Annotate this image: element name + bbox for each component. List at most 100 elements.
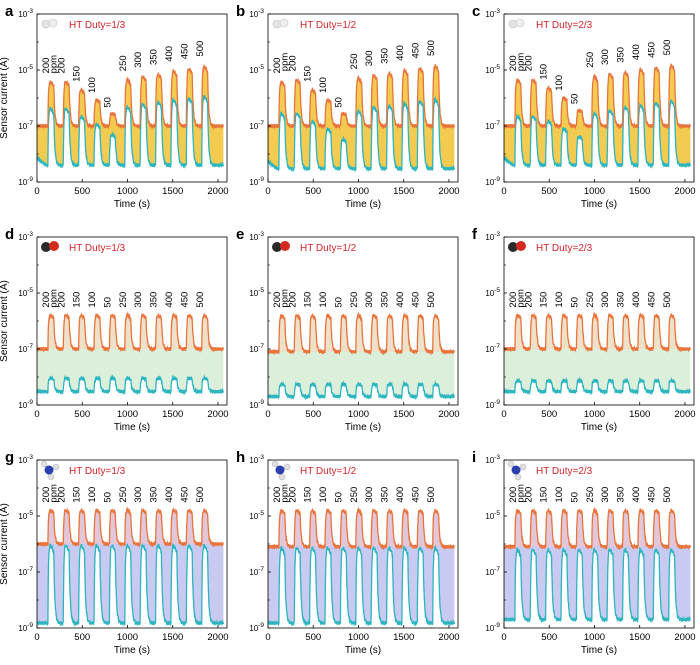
- panel-letter: c: [472, 3, 480, 20]
- conc-label: 450: [179, 487, 190, 503]
- conc-label: 200: [508, 292, 519, 308]
- conc-label: 150: [539, 292, 550, 308]
- conc-label: 100: [87, 77, 98, 93]
- conc-label: 350: [616, 47, 627, 63]
- conc-label: 500: [662, 40, 673, 56]
- y-tick-label: 10-5: [249, 510, 264, 521]
- x-tick-label: 500: [541, 632, 557, 643]
- x-tick-label: 1500: [629, 632, 650, 643]
- conc-label: 350: [616, 487, 627, 503]
- panel-e: e 0 500 1000 1500 2000 Time (s) 10-3 10-5 10-7 10-…: [236, 226, 460, 433]
- conc-label: 500: [662, 487, 673, 503]
- y-tick-label: 10-7: [249, 343, 264, 354]
- conc-label: 450: [646, 487, 657, 503]
- ppm-unit-label: ppm: [48, 55, 59, 74]
- conc-label: 250: [349, 53, 360, 69]
- x-tick-label: 500: [305, 409, 321, 420]
- y-tick-label: 10-3: [249, 8, 264, 19]
- conc-label: 200: [41, 487, 52, 503]
- conc-label: 400: [395, 45, 406, 61]
- x-tick-label: 1500: [629, 409, 650, 420]
- x-tick-label: 1500: [393, 186, 414, 197]
- conc-label: 50: [333, 492, 344, 503]
- x-tick-label: 1000: [584, 186, 605, 197]
- conc-label: 200: [272, 487, 283, 503]
- y-tick-label: 10-9: [249, 622, 264, 633]
- duty-label: HT Duty=1/3: [69, 243, 126, 254]
- series-cyan: [267, 544, 456, 627]
- duty-label: HT Duty=1/3: [69, 20, 126, 31]
- y-tick-label: 10-9: [485, 176, 500, 187]
- conc-label: 200: [523, 55, 534, 71]
- conc-label: 100: [554, 75, 565, 91]
- conc-label: 150: [303, 487, 314, 503]
- panel-letter: e: [236, 226, 244, 243]
- conc-label: 350: [380, 487, 391, 503]
- conc-label: 200: [272, 292, 283, 308]
- duty-label: HT Duty=2/3: [536, 20, 593, 31]
- conc-label: 200: [523, 487, 534, 503]
- x-tick-label: 1500: [162, 186, 183, 197]
- y-tick-label: 10-9: [485, 399, 500, 410]
- y-tick-label: 10-3: [18, 8, 33, 19]
- y-tick-label: 10-9: [18, 622, 33, 633]
- x-tick-label: 2000: [207, 632, 228, 643]
- x-tick-label: 500: [541, 409, 557, 420]
- x-tick-label: 1000: [584, 632, 605, 643]
- ppm-unit-label: ppm: [48, 289, 59, 308]
- y-tick-label: 10-7: [249, 566, 264, 577]
- conc-label: 500: [426, 40, 437, 56]
- conc-label: 50: [569, 297, 580, 308]
- o2-icon: [41, 241, 59, 252]
- conc-label: 250: [585, 52, 596, 68]
- nh3-icon: [40, 460, 60, 481]
- h2-icon: [508, 18, 525, 29]
- conc-label: 450: [410, 43, 421, 59]
- conc-label: 250: [349, 292, 360, 308]
- conc-label: 300: [600, 292, 611, 308]
- series-orange: [503, 63, 691, 130]
- x-tick-label: 1000: [117, 409, 138, 420]
- panel-h: h 0 500 1000 1500 2000 Time (s) 10-3 10-5 10-7 10-…: [236, 449, 460, 656]
- conc-label: 50: [102, 492, 113, 503]
- conc-label: 350: [149, 292, 160, 308]
- x-tick-label: 1500: [393, 632, 414, 643]
- series-orange: [36, 506, 224, 548]
- conc-label: 50: [569, 94, 580, 105]
- x-tick-label: 500: [305, 632, 321, 643]
- y-tick-label: 10-9: [18, 176, 33, 187]
- x-axis-title: Time (s): [114, 645, 150, 656]
- h2-icon: [272, 18, 289, 29]
- x-tick-label: 0: [34, 632, 39, 643]
- series-orange: [36, 311, 224, 353]
- y-tick-label: 10-3: [18, 454, 33, 465]
- conc-label: 450: [179, 292, 190, 308]
- conc-label: 150: [539, 487, 550, 503]
- conc-label: 400: [631, 487, 642, 503]
- x-tick-label: 2000: [674, 409, 695, 420]
- y-tick-label: 10-5: [249, 287, 264, 298]
- conc-label: 200: [508, 487, 519, 503]
- y-tick-label: 10-9: [18, 399, 33, 410]
- panel-a: a 0 500 1000 1500 2000 Time (s) 10-3 10-5 10-7 10-…: [0, 3, 229, 210]
- conc-label: 350: [149, 487, 160, 503]
- x-tick-label: 1000: [584, 409, 605, 420]
- conc-label: 100: [554, 487, 565, 503]
- series-orange: [267, 64, 455, 130]
- x-axis-title: Time (s): [581, 645, 617, 656]
- y-tick-label: 10-3: [249, 454, 264, 465]
- panel-c: c 0 500 1000 1500 2000 Time (s) 10-3 10-5 10-7 10-…: [472, 3, 696, 210]
- y-tick-label: 10-7: [18, 120, 33, 131]
- nh3-icon: [271, 460, 291, 481]
- conc-label: 450: [410, 487, 421, 503]
- x-tick-label: 1500: [162, 409, 183, 420]
- x-tick-label: 1000: [348, 186, 369, 197]
- y-tick-label: 10-3: [485, 8, 500, 19]
- x-tick-label: 500: [74, 409, 90, 420]
- panel-d: d 0 500 1000 1500 2000 Time (s) 10-3 10-5 10-7 10-…: [0, 226, 229, 433]
- x-axis-title: Time (s): [114, 199, 150, 210]
- conc-label: 50: [102, 97, 113, 108]
- conc-label: 200: [287, 55, 298, 71]
- series-cyan: [36, 542, 225, 627]
- conc-label: 350: [380, 292, 391, 308]
